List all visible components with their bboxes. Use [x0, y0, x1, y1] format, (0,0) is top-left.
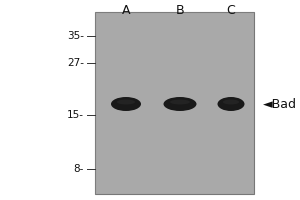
Ellipse shape: [223, 100, 239, 104]
Text: A: A: [122, 4, 130, 18]
Text: 8-: 8-: [74, 164, 84, 174]
Ellipse shape: [164, 97, 196, 111]
Ellipse shape: [111, 97, 141, 111]
Ellipse shape: [218, 97, 244, 111]
Bar: [94, 12, 254, 194]
Text: 15-: 15-: [67, 110, 84, 120]
Text: B: B: [176, 4, 184, 18]
Text: 27-: 27-: [67, 58, 84, 68]
Text: ◄Bad: ◄Bad: [262, 98, 296, 110]
Text: C: C: [226, 4, 236, 18]
Ellipse shape: [170, 100, 190, 104]
Ellipse shape: [117, 100, 135, 104]
Text: 35-: 35-: [67, 31, 84, 41]
